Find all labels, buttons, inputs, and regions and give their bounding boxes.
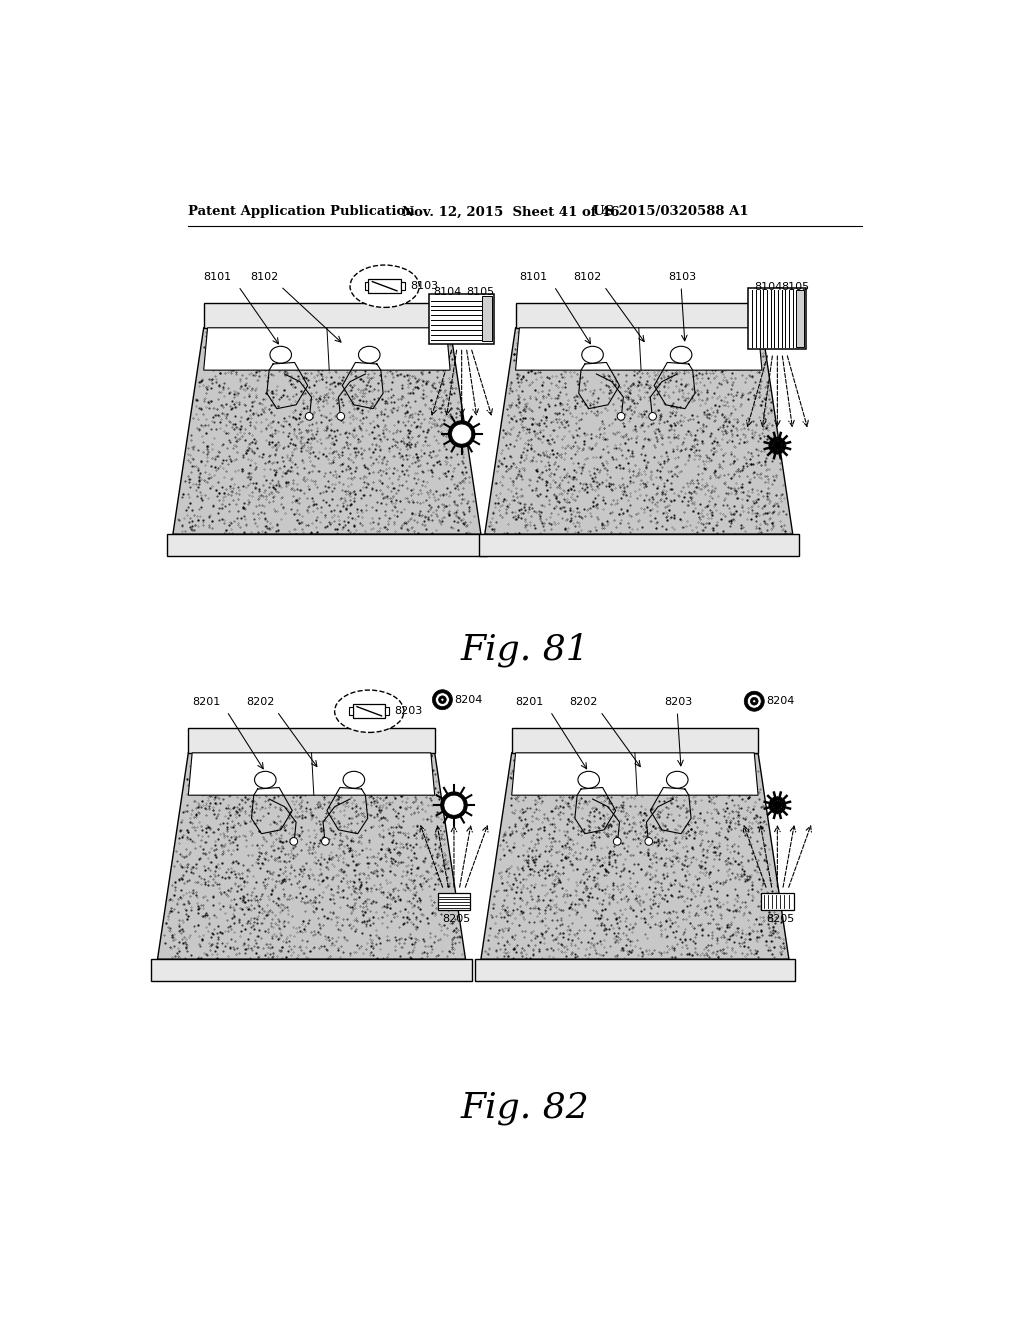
Text: 8102: 8102 — [250, 272, 279, 281]
Polygon shape — [204, 327, 451, 370]
Circle shape — [441, 792, 467, 818]
Polygon shape — [188, 729, 435, 752]
Circle shape — [441, 698, 444, 701]
Polygon shape — [484, 327, 793, 535]
Text: 8202: 8202 — [246, 697, 274, 706]
Text: 8102: 8102 — [573, 272, 601, 281]
Polygon shape — [158, 752, 466, 960]
Ellipse shape — [358, 346, 380, 363]
Ellipse shape — [350, 265, 419, 308]
Polygon shape — [478, 535, 799, 556]
Circle shape — [432, 689, 453, 710]
Circle shape — [337, 413, 345, 420]
Bar — [365, 282, 369, 290]
Bar — [429, 293, 495, 343]
Ellipse shape — [667, 771, 688, 788]
Bar — [797, 290, 804, 347]
Text: 8202: 8202 — [569, 697, 598, 706]
Circle shape — [744, 692, 764, 711]
Ellipse shape — [671, 346, 692, 363]
Bar — [353, 705, 385, 718]
Polygon shape — [188, 752, 435, 795]
Text: 8205: 8205 — [766, 913, 794, 924]
Ellipse shape — [582, 346, 603, 363]
Circle shape — [751, 697, 758, 705]
Bar — [385, 708, 389, 715]
Ellipse shape — [255, 771, 276, 788]
Bar — [349, 708, 353, 715]
Text: 8204: 8204 — [455, 694, 483, 705]
Text: 8201: 8201 — [193, 697, 220, 706]
Text: 8204: 8204 — [767, 696, 795, 706]
Ellipse shape — [578, 771, 599, 788]
Text: US 2015/0320588 A1: US 2015/0320588 A1 — [593, 206, 749, 218]
Circle shape — [435, 693, 450, 706]
Circle shape — [649, 413, 656, 420]
Circle shape — [449, 421, 475, 447]
Polygon shape — [152, 960, 472, 981]
Text: Patent Application Publication: Patent Application Publication — [188, 206, 415, 218]
Bar — [482, 296, 493, 342]
Text: 8205: 8205 — [442, 913, 471, 924]
Text: 8103: 8103 — [410, 281, 438, 292]
Text: 8103: 8103 — [668, 272, 696, 281]
Circle shape — [452, 424, 472, 444]
Polygon shape — [515, 327, 762, 370]
Polygon shape — [475, 960, 795, 981]
Circle shape — [290, 837, 298, 845]
Circle shape — [753, 700, 756, 702]
Bar — [400, 282, 404, 290]
Bar — [369, 280, 400, 293]
Text: 8104: 8104 — [755, 281, 782, 292]
Text: 8105: 8105 — [781, 281, 809, 292]
Text: Nov. 12, 2015  Sheet 41 of 46: Nov. 12, 2015 Sheet 41 of 46 — [401, 206, 620, 218]
Circle shape — [645, 837, 652, 845]
Text: Fig. 81: Fig. 81 — [461, 632, 589, 667]
Text: 8203: 8203 — [665, 697, 692, 706]
Polygon shape — [512, 752, 758, 795]
Circle shape — [305, 413, 313, 420]
Polygon shape — [481, 752, 788, 960]
Circle shape — [444, 795, 464, 816]
Bar — [749, 288, 806, 350]
Text: 8201: 8201 — [515, 697, 544, 706]
Circle shape — [438, 696, 446, 704]
Polygon shape — [167, 535, 487, 556]
Ellipse shape — [270, 346, 292, 363]
Circle shape — [322, 837, 330, 845]
Polygon shape — [173, 327, 481, 535]
Ellipse shape — [335, 690, 403, 733]
Circle shape — [617, 413, 625, 420]
Text: 8101: 8101 — [519, 272, 548, 281]
Text: 8101: 8101 — [204, 272, 231, 281]
Polygon shape — [512, 729, 758, 752]
Circle shape — [748, 694, 761, 708]
Bar — [438, 892, 470, 909]
Text: 8104: 8104 — [433, 288, 461, 297]
Circle shape — [613, 837, 621, 845]
Polygon shape — [204, 304, 451, 327]
Polygon shape — [515, 304, 762, 327]
Bar — [761, 892, 794, 909]
Text: 8105: 8105 — [466, 288, 494, 297]
Text: Fig. 82: Fig. 82 — [461, 1090, 589, 1125]
Ellipse shape — [343, 771, 365, 788]
Text: 8203: 8203 — [394, 706, 423, 717]
